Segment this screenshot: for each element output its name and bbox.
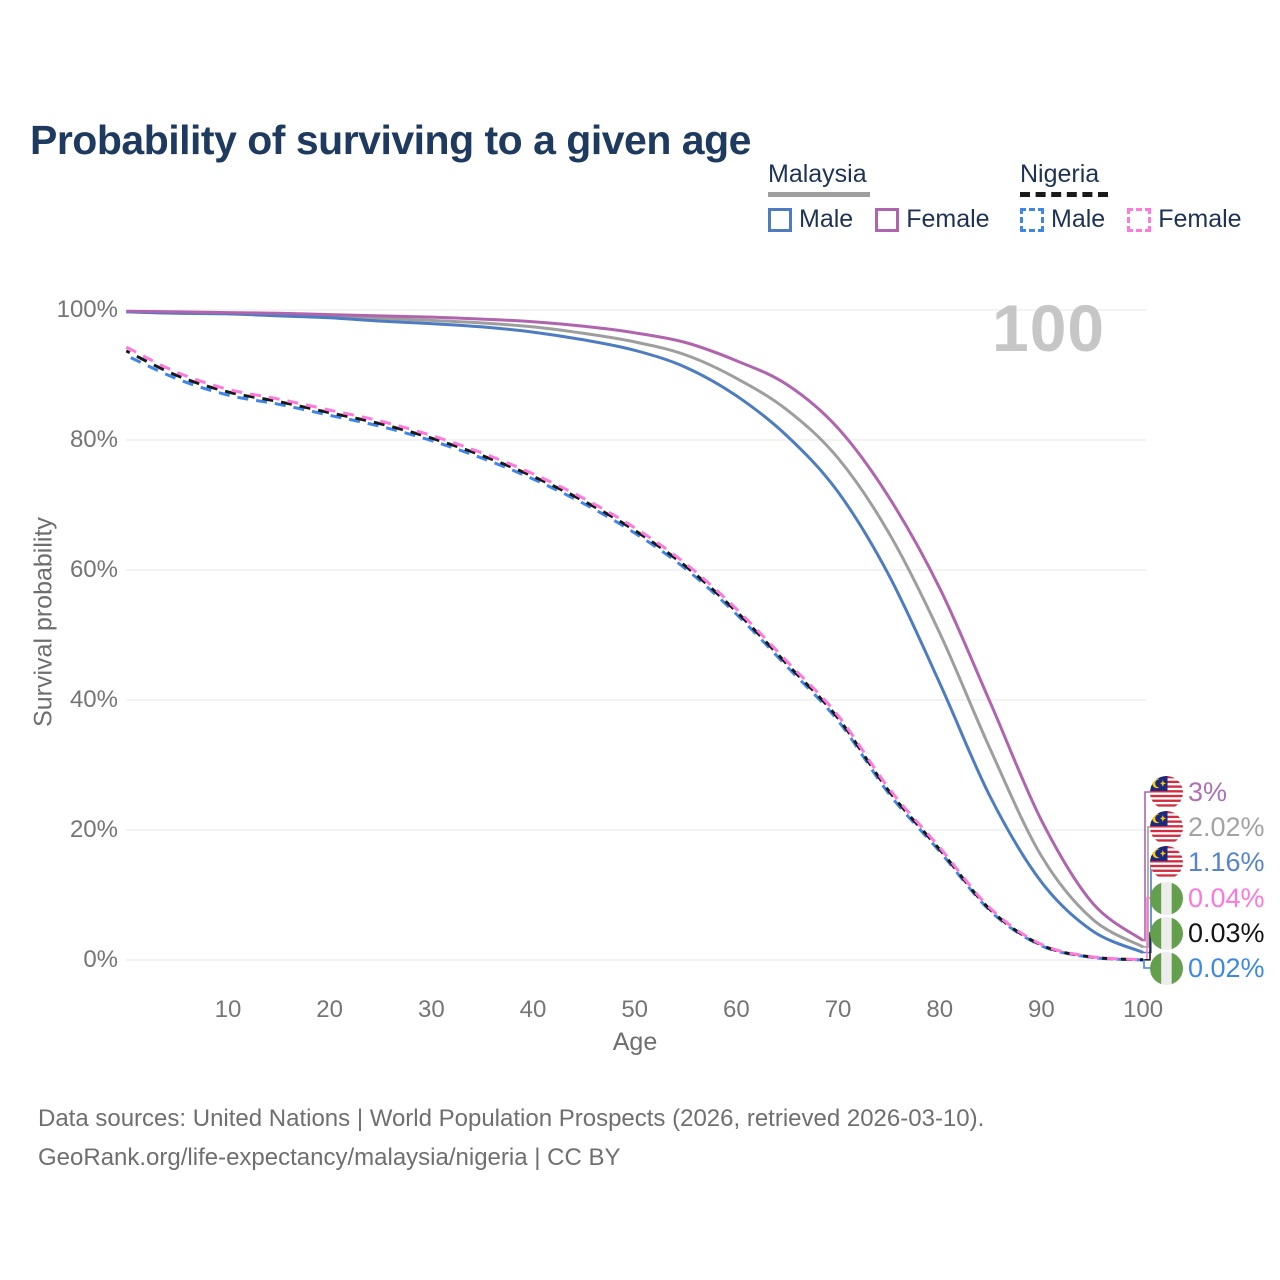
end-label-row: 0.03% — [1150, 916, 1265, 950]
legend-item-nigeria-female: Female — [1127, 205, 1242, 234]
nigeria-flag-icon — [1150, 951, 1183, 985]
malaysia-flag-icon — [1150, 810, 1183, 844]
end-label-value: 0.04% — [1188, 882, 1265, 913]
legend-group-malaysia: Malaysia Male Female — [768, 160, 990, 234]
y-tick-label: 80% — [69, 426, 118, 453]
legend-item-label: Female — [1158, 205, 1242, 233]
x-tick-label: 70 — [824, 996, 852, 1023]
legend-item-malaysia-female: Female — [875, 205, 990, 234]
leader-line-nigeria-male — [1143, 959, 1151, 969]
series-line-nigeria-female — [125, 345, 1144, 962]
y-tick-label: 100% — [56, 296, 118, 323]
legend-group-nigeria: Nigeria Male Female — [1020, 160, 1242, 234]
x-tick-label: 10 — [214, 996, 242, 1023]
x-tick-label: 90 — [1028, 996, 1055, 1023]
legend-swatch-nigeria-male — [1020, 207, 1044, 232]
y-tick-label: 60% — [69, 556, 118, 583]
legend-item-malaysia-male: Male — [768, 205, 853, 234]
legend-item-label: Male — [799, 205, 854, 233]
legend-line-sample-solid — [768, 192, 870, 197]
x-tick-label: 30 — [417, 996, 445, 1023]
series-line-malaysia-both — [126, 310, 1144, 949]
end-label-value: 0.02% — [1188, 952, 1265, 983]
series-line-malaysia-female — [126, 309, 1144, 942]
x-tick-label: 80 — [926, 996, 954, 1023]
end-label-value: 1.16% — [1188, 846, 1265, 877]
x-tick-label: 40 — [519, 996, 547, 1023]
x-tick-label: 60 — [723, 996, 750, 1023]
series-line-malaysia-male — [126, 310, 1144, 954]
age-watermark: 100 — [992, 291, 1106, 365]
legend-item-nigeria-male: Male — [1020, 205, 1105, 234]
series-line-nigeria-male — [125, 354, 1144, 962]
end-label-row: 2.02% — [1150, 810, 1265, 844]
leader-line-malaysia-both — [1143, 826, 1151, 948]
y-tick-label: 0% — [83, 946, 118, 973]
malaysia-flag-icon — [1150, 775, 1183, 809]
end-label-value: 0.03% — [1188, 917, 1265, 948]
legend-item-label: Male — [1051, 205, 1106, 233]
x-tick-label: 100 — [1123, 996, 1164, 1023]
malaysia-flag-icon — [1150, 845, 1183, 879]
leader-line-malaysia-female — [1143, 791, 1151, 942]
legend-line-sample-dashed — [1020, 192, 1108, 197]
x-axis-title: Age — [612, 1028, 658, 1056]
footer-data-sources: Data sources: United Nations | World Pop… — [38, 1105, 985, 1132]
legend-swatch-nigeria-female — [1127, 207, 1152, 232]
end-label-row: 1.16% — [1150, 845, 1265, 879]
legend-country-label: Nigeria — [1020, 160, 1100, 188]
nigeria-flag-icon — [1150, 916, 1183, 950]
y-tick-label: 20% — [69, 816, 118, 843]
x-tick-label: 50 — [621, 996, 649, 1023]
nigeria-flag-icon — [1150, 881, 1183, 915]
legend-country-label: Malaysia — [768, 160, 867, 188]
end-label-row: 0.04% — [1150, 881, 1265, 915]
end-label-value: 3% — [1188, 776, 1228, 807]
x-tick-label: 20 — [316, 996, 344, 1023]
series-line-nigeria-both — [125, 349, 1144, 962]
end-label-row: 0.02% — [1150, 951, 1265, 985]
footer-attribution: GeoRank.org/life-expectancy/malaysia/nig… — [38, 1144, 621, 1171]
legend-swatch-malaysia-male — [768, 207, 792, 232]
legend-swatch-malaysia-female — [875, 207, 900, 232]
y-tick-label: 40% — [69, 686, 118, 713]
end-label-value: 2.02% — [1188, 811, 1265, 842]
legend-item-label: Female — [906, 205, 990, 233]
page-title: Probability of surviving to a given age — [30, 117, 751, 164]
leader-line-malaysia-male — [1143, 862, 1152, 954]
end-label-row: 3% — [1150, 775, 1227, 809]
